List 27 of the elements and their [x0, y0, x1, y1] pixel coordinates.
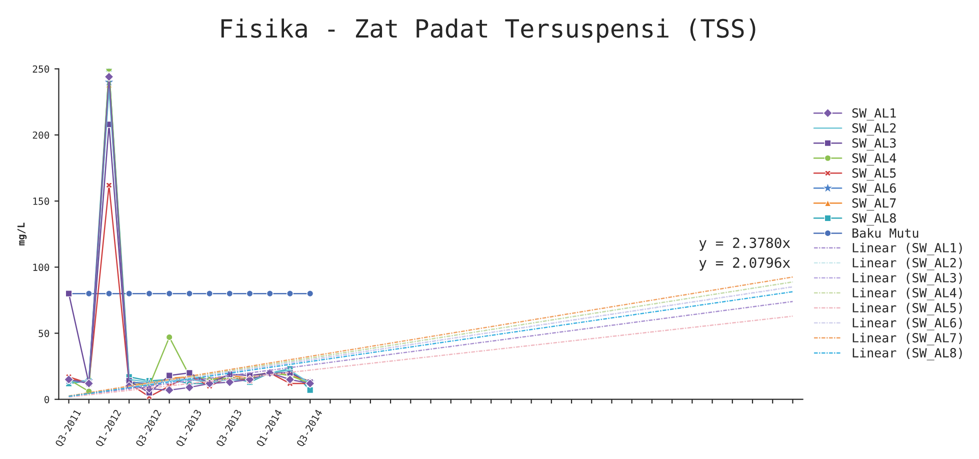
y-tick-label: 150 [33, 198, 50, 205]
legend-label: Linear (SW_AL5) [852, 302, 962, 316]
legend-label: Linear (SW_AL1) [852, 242, 962, 256]
y-tick-label: 0 [44, 396, 50, 404]
chart-title: Fisika - Zat Padat Tersuspensi (TSS) [221, 18, 756, 43]
legend-label: SW_AL2 [852, 123, 896, 136]
legend-label: SW_AL8 [852, 213, 896, 226]
legend-label: Linear (SW_AL7) [852, 332, 962, 346]
legend-label: SW_AL7 [852, 198, 896, 210]
legend-label: Linear (SW_AL2) [852, 258, 962, 270]
legend-label: Linear (SW_AL6) [852, 318, 962, 330]
legend-label: SW_AL5 [852, 168, 896, 180]
annotation: y = 2.3780x [699, 238, 790, 251]
legend-label: SW_AL6 [852, 183, 896, 196]
y-tick-label: 50 [38, 330, 50, 338]
annotation: y = 2.0796x [699, 257, 790, 271]
legend-label: Linear (SW_AL8) [852, 348, 962, 360]
y-tick-label: 250 [32, 65, 50, 73]
legend-label: Linear (SW_AL4) [852, 288, 962, 300]
legend-label: SW_AL1 [852, 108, 896, 120]
y-tick-label: 100 [33, 264, 50, 271]
legend-label: Linear (SW_AL3) [852, 272, 962, 286]
legend-label: Baku Mutu [852, 228, 918, 238]
y-axis-title: mg/L [17, 222, 27, 246]
legend-label: SW_AL4 [852, 153, 896, 166]
legend-label: SW_AL3 [852, 138, 896, 150]
y-tick-label: 200 [32, 131, 50, 139]
